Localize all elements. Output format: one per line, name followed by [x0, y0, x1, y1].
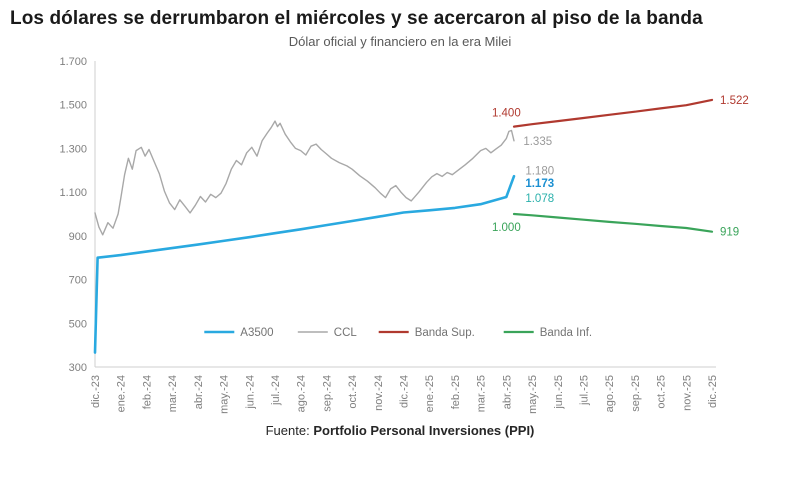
y-tick-label: 1.300 — [59, 143, 87, 155]
legend-label-ccl: CCL — [334, 327, 358, 339]
series-line-banda-inf- — [512, 212, 714, 233]
x-tick-label: may.-24 — [219, 375, 231, 414]
x-tick-label: jul.-25 — [578, 375, 590, 406]
chart-title: Dólar oficial y financiero en la era Mil… — [288, 34, 512, 49]
value-label-1180: 1.180 — [525, 166, 554, 178]
x-tick-label: oct.-25 — [656, 375, 668, 409]
value-label-1078: 1.078 — [525, 193, 554, 205]
x-tick-label: abr.-24 — [193, 375, 205, 409]
legend-label-a3500: A3500 — [240, 327, 273, 339]
line-chart: 300 500 700 900 1.100 1.300 1.500 1.700 dic.-23 e… — [59, 56, 749, 414]
value-label-1522: 1.522 — [720, 95, 749, 107]
x-tick-label: mar.-25 — [476, 375, 488, 412]
x-tick-label: jul.-24 — [270, 375, 282, 406]
x-tick-label: jun.-25 — [553, 375, 565, 410]
x-tick-label: ene.-25 — [424, 375, 436, 412]
source-prefix: Fuente: — [265, 423, 310, 438]
y-tick-label: 1.100 — [59, 187, 87, 199]
x-tick-label: ago.-24 — [296, 375, 308, 412]
x-tick-label: may.-25 — [527, 375, 539, 414]
x-tick-label: abr.-25 — [501, 375, 513, 409]
y-tick-label: 900 — [69, 231, 87, 243]
series-line-ccl — [94, 120, 515, 236]
series-line-banda-sup- — [512, 98, 714, 128]
headline: Los dólares se derrumbaron el miércoles … — [10, 8, 703, 29]
source-note: Fuente: Portfolio Personal Inversiones (… — [0, 423, 800, 438]
x-tick-label: ago.-25 — [604, 375, 616, 412]
x-tick-label: dic.-24 — [399, 375, 411, 408]
x-tick-label: feb.-24 — [141, 375, 153, 409]
x-tick-label: sep.-25 — [630, 375, 642, 412]
x-tick-label: mar.-24 — [167, 375, 179, 412]
chart-area: 300 500 700 900 1.100 1.300 1.500 1.700 dic.-23 e… — [0, 49, 800, 421]
x-tick-label: sep.-24 — [321, 375, 333, 412]
x-tick-label: feb.-25 — [450, 375, 462, 409]
x-tick-label: nov.-24 — [373, 375, 385, 411]
value-label-1400: 1.400 — [492, 108, 521, 120]
value-label-1173: 1.173 — [525, 178, 554, 190]
y-tick-label: 1.500 — [59, 100, 87, 112]
legend-label-banda-inf-: Banda Inf. — [540, 327, 592, 339]
x-tick-label: nov.-25 — [681, 375, 693, 411]
y-tick-label: 300 — [69, 362, 87, 374]
value-label-1335: 1.335 — [523, 136, 552, 148]
series-line-a3500 — [93, 174, 516, 354]
x-tick-label: dic.-23 — [90, 375, 102, 408]
x-tick-label: oct.-24 — [347, 375, 359, 409]
source-name: Portfolio Personal Inversiones (PPI) — [313, 423, 535, 438]
value-label-919: 919 — [720, 227, 739, 239]
x-tick-label: jun.-24 — [244, 375, 256, 410]
y-tick-label: 500 — [69, 318, 87, 330]
x-tick-label: ene.-24 — [116, 375, 128, 412]
y-tick-label: 1.700 — [59, 56, 87, 68]
x-tick-label: dic.-25 — [707, 375, 719, 408]
legend-label-banda-sup-: Banda Sup. — [415, 327, 475, 339]
y-tick-label: 700 — [69, 275, 87, 287]
value-label-1000: 1.000 — [492, 222, 521, 234]
